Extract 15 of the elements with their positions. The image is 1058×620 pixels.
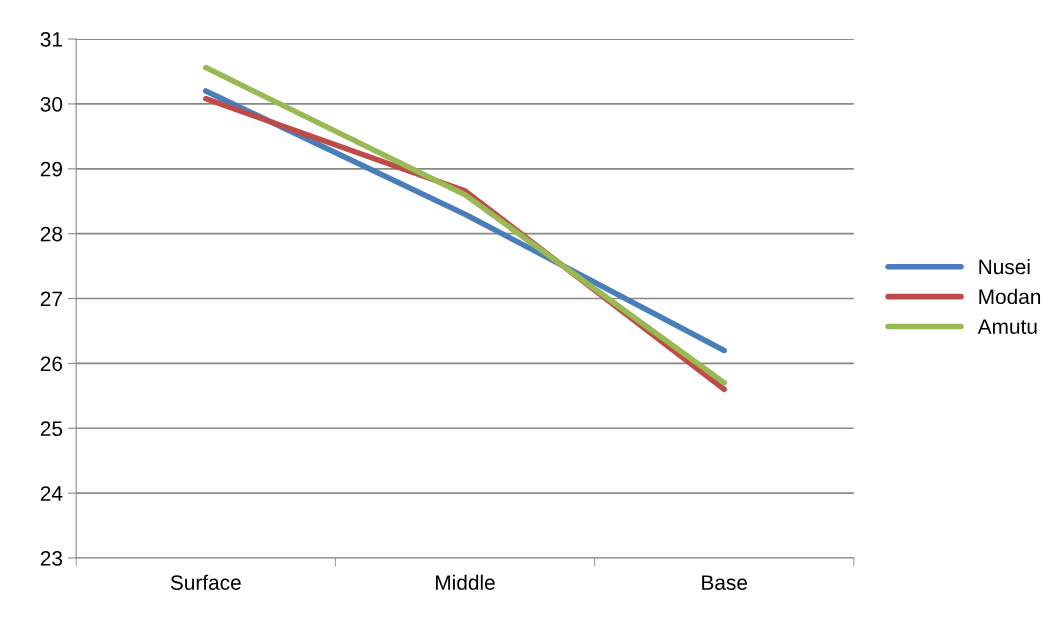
legend-label: Amutu [977,319,1037,334]
y-tick-label: 26 [40,356,63,372]
y-tick-label: 27 [40,291,62,307]
y-tick-label: 24 [40,486,63,501]
y-tick-label: 31 [40,32,62,47]
y-tick-label: 29 [40,161,62,177]
legend-label: Nusei [979,258,1030,275]
x-tick-label: Surface [170,574,241,590]
y-tick-label: 30 [40,96,63,112]
y-tick-label: 28 [40,226,63,242]
x-tick-label: Base [702,575,748,590]
y-tick-label: 23 [40,551,63,566]
x-tick-label: Middle [436,574,495,590]
legend-label: Modan [979,288,1041,305]
y-tick-label: 25 [40,421,63,437]
